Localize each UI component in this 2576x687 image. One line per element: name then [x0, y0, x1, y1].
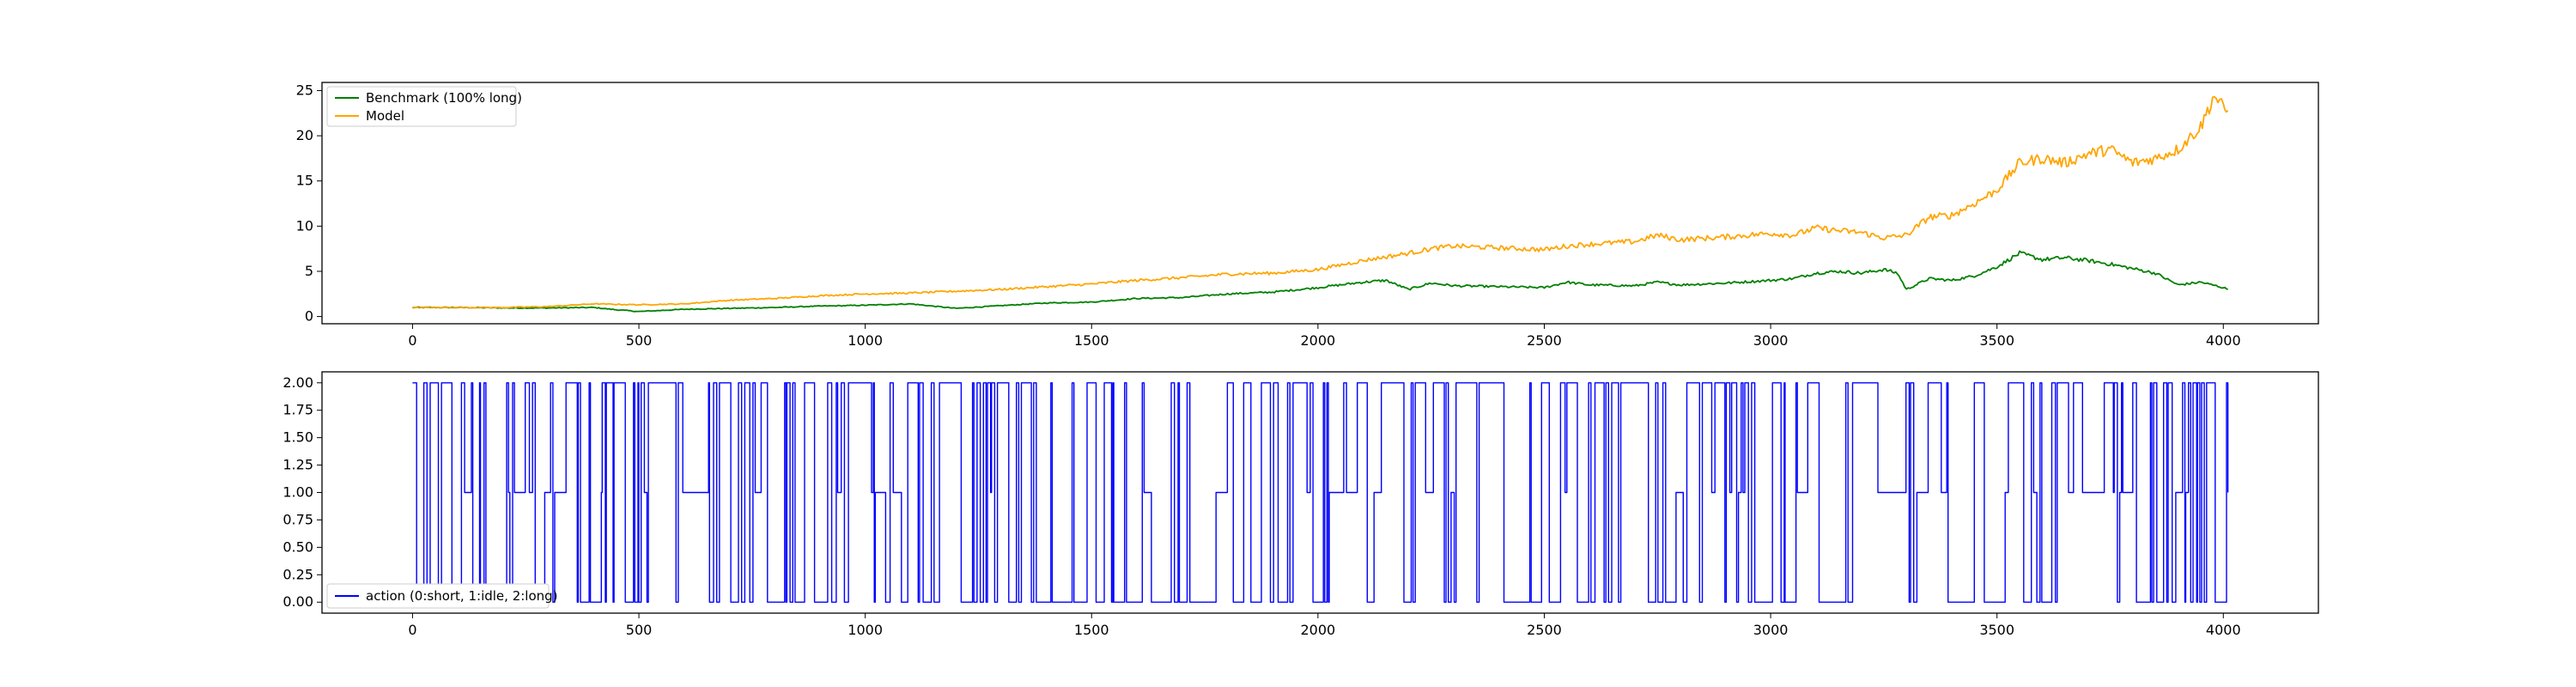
top-xtick-label: 3500	[1979, 332, 2014, 349]
bottom-ytick-label: 2.00	[283, 374, 313, 391]
legend-top: Benchmark (100% long) Model	[326, 86, 522, 127]
bottom-xtick-label: 2500	[1527, 622, 1562, 638]
bottom-ytick-label: 1.75	[283, 402, 313, 418]
bottom-ytick-label: 0.50	[283, 538, 313, 555]
top-xtick-label: 1500	[1074, 332, 1109, 349]
top-xtick-label: 2500	[1527, 332, 1562, 349]
top-series-line-0	[412, 250, 2228, 313]
top-ytick-label: 20	[296, 127, 313, 143]
bottom-xtick-label: 3500	[1979, 622, 2014, 638]
top-axes: 0 500 1000 1500 2000 2500 3000 3500 4000 0 5 10 15 20…	[296, 82, 2241, 349]
bottom-ytick-label: 0.75	[283, 511, 313, 527]
bottom-ytick-label: 0.00	[283, 593, 313, 610]
top-xtick-label: 1000	[848, 332, 883, 349]
top-ytick-label: 15	[296, 173, 313, 189]
legend-action-label: action (0:short, 1:idle, 2:long)	[366, 588, 558, 604]
top-ytick-label: 10	[296, 217, 313, 234]
chart-bottom: 0 500 1000 1500 2000 2500 3000 3500 4000 0.00 0.25…	[283, 371, 2319, 638]
top-xtick-label: 500	[626, 332, 653, 349]
top-xtick-label: 0	[408, 332, 416, 349]
legend-benchmark-label: Benchmark (100% long)	[366, 90, 522, 106]
bottom-xtick-label: 4000	[2206, 622, 2241, 638]
bottom-axes: 0 500 1000 1500 2000 2500 3000 3500 4000 0.00 0.25…	[283, 374, 2240, 638]
bottom-ytick-label: 1.00	[283, 484, 313, 501]
top-ytick-label: 5	[305, 263, 313, 279]
top-series-group	[412, 95, 2229, 313]
chart-top: 0 500 1000 1500 2000 2500 3000 3500 4000 0 5 10 15 20…	[296, 82, 2319, 349]
legend-model-label: Model	[366, 108, 404, 124]
bottom-series-group	[412, 382, 2229, 603]
top-xtick-label: 2000	[1301, 332, 1336, 349]
bottom-xtick-label: 2000	[1301, 622, 1336, 638]
legend-bottom: action (0:short, 1:idle, 2:long)	[326, 583, 558, 609]
bottom-ytick-label: 1.25	[283, 457, 313, 473]
top-ytick-label: 0	[305, 308, 313, 325]
bottom-xtick-label: 1000	[848, 622, 883, 638]
legend-top-box	[326, 86, 517, 127]
top-ytick-label: 25	[296, 82, 313, 98]
bottom-ytick-label: 0.25	[283, 566, 313, 582]
top-series-line-1	[412, 95, 2229, 309]
bottom-series-line-0	[412, 382, 2229, 603]
legend-bottom-box	[326, 583, 550, 609]
plot-frame-bottom	[321, 371, 2319, 614]
bottom-xtick-label: 1500	[1074, 622, 1109, 638]
plot-frame-top	[321, 82, 2319, 325]
top-xtick-label: 4000	[2206, 332, 2241, 349]
bottom-ytick-label: 1.50	[283, 429, 313, 446]
bottom-xtick-label: 500	[626, 622, 653, 638]
top-xtick-label: 3000	[1753, 332, 1789, 349]
bottom-xtick-label: 3000	[1753, 622, 1789, 638]
bottom-xtick-label: 0	[408, 622, 416, 638]
